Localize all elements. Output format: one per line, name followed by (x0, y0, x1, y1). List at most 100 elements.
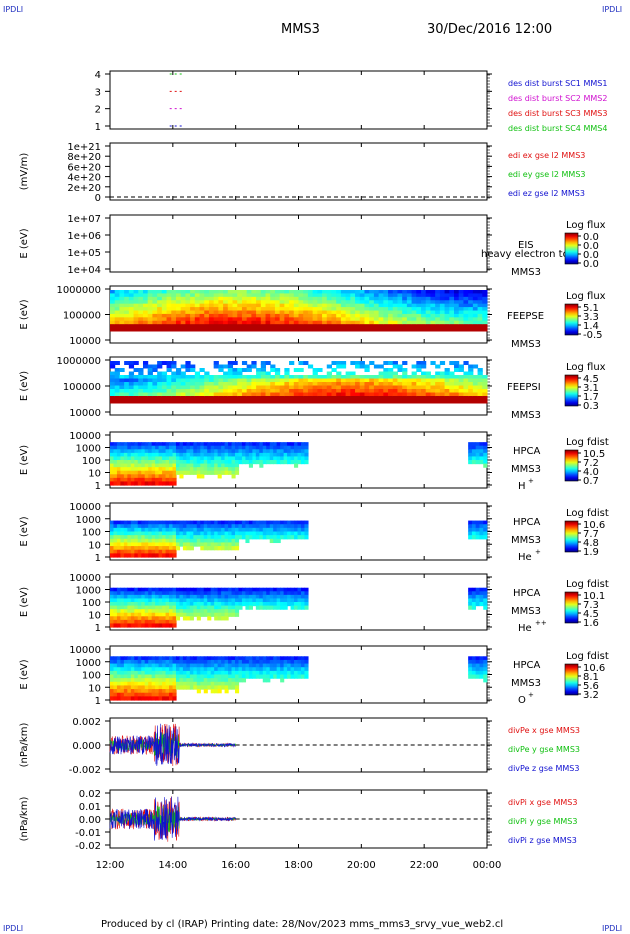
spectrogram-cell (171, 396, 177, 400)
spectrogram-cell (435, 327, 441, 332)
spectrogram-cell (148, 553, 153, 558)
spectrogram-cell (294, 527, 299, 533)
spectrogram-cell (127, 605, 132, 610)
corner-label-bottom-left: IPDLI (3, 924, 24, 933)
spectrogram-cell (283, 605, 288, 610)
spectrogram-cell (134, 609, 139, 614)
spectrogram-cell (142, 310, 149, 315)
spectrogram-cell (303, 382, 309, 386)
spectrogram-cell (116, 463, 122, 468)
spectrogram-cell (331, 378, 337, 383)
spectrogram-cell (144, 549, 149, 554)
spectrogram-cell (280, 659, 285, 665)
spectrogram-cell (273, 535, 278, 540)
spectrogram-cell (287, 598, 292, 603)
spectrogram-cell (246, 385, 252, 390)
spectrogram-cell (378, 327, 384, 332)
spectrogram-cell (151, 470, 156, 475)
spectrogram-cell (116, 616, 122, 621)
spectrogram-cell (482, 317, 488, 322)
spectrogram-cell (119, 368, 125, 372)
spectrogram-cell (369, 382, 375, 386)
time-tick-label: 16:00 (221, 860, 250, 871)
spectrogram-cell (463, 320, 469, 325)
spectrogram-cell (336, 378, 342, 383)
spectrogram-cell (406, 290, 413, 294)
spectrogram-cell (283, 594, 288, 600)
spectrogram-cell (246, 396, 252, 400)
spectrogram-cell (359, 361, 365, 365)
spectrogram-cell (293, 303, 299, 308)
spectrogram-cell (317, 382, 323, 386)
spectrogram-cell (297, 598, 302, 603)
spectrogram-cell (454, 375, 460, 379)
spectrogram-cell (119, 303, 125, 308)
spectrogram-cell (279, 385, 285, 390)
spectrogram-cell (269, 520, 274, 525)
spectrogram-cell (241, 313, 248, 318)
spectrogram-cell (218, 324, 224, 329)
spectrogram-cell (245, 456, 250, 461)
spectrogram-cell (116, 612, 122, 617)
spectrogram-cell (169, 524, 174, 529)
spectrogram-cell (255, 591, 260, 596)
spectrogram-cell (223, 399, 229, 404)
spectrogram-cell (133, 389, 139, 393)
spectrogram-cell (300, 456, 306, 461)
spectrogram-cell (155, 623, 160, 628)
spectrogram-cell (259, 452, 264, 458)
spectrogram-cell (259, 456, 264, 461)
spectrogram-cell (155, 456, 160, 461)
spectrogram-cell (266, 587, 271, 592)
spectrogram-cell (255, 656, 260, 661)
spectrogram-cell (293, 313, 299, 318)
spectrogram-cell (186, 594, 191, 600)
spectrogram-cell (227, 313, 234, 318)
spectrogram-cell (439, 371, 446, 376)
spectrogram-cell (130, 663, 135, 668)
spectrogram-cell (217, 659, 222, 665)
spectrogram-cell (166, 389, 172, 393)
spectrogram-cell (134, 527, 139, 533)
y-tick-label: -0.002 (69, 765, 101, 776)
spectrogram-cell (172, 681, 177, 687)
spectrogram-cell (238, 591, 243, 596)
spectrogram-cell (190, 392, 196, 397)
spectrogram-cell (210, 535, 215, 540)
spectrogram-cell (287, 674, 292, 679)
spectrogram-cell (123, 445, 128, 450)
spectrogram-cell (468, 392, 474, 397)
spectrogram-cell (439, 307, 446, 311)
spectrogram-cell (127, 663, 132, 668)
spectrogram-cell (251, 389, 257, 393)
spectrogram-cell (147, 378, 153, 383)
spectrogram-cell (304, 442, 309, 447)
spectrogram-cell (269, 449, 274, 454)
spectrogram-cell (304, 670, 309, 676)
spectrogram-cell (252, 591, 257, 596)
y-tick-label: 100 (82, 598, 101, 609)
spectrogram-cell (274, 368, 281, 372)
spectrogram-cell (259, 659, 264, 665)
spectrogram-cell (355, 382, 361, 386)
spectrogram-cell (158, 470, 163, 475)
spectrogram-cell (279, 389, 285, 393)
panel-frame (109, 142, 488, 201)
spectrogram-cell (210, 594, 215, 600)
spectrogram-cell (283, 527, 288, 533)
spectrogram-cell (283, 591, 288, 596)
spectrogram-cell (383, 300, 389, 305)
spectrogram-cell (151, 623, 156, 628)
spectrogram-cell (169, 477, 174, 483)
spectrogram-cell (262, 602, 267, 607)
spectrogram-cell (231, 467, 236, 472)
spectrogram-cell (147, 310, 153, 315)
spectrogram-cell (430, 385, 436, 390)
spectrogram-cell (148, 460, 153, 465)
spectrogram-cell (241, 659, 247, 665)
spectrogram-cell (124, 385, 130, 390)
spectrogram-cell (213, 313, 219, 318)
spectrogram-cell (119, 324, 125, 329)
spectrogram-cell (255, 449, 260, 454)
spectrogram-cell (116, 542, 122, 547)
